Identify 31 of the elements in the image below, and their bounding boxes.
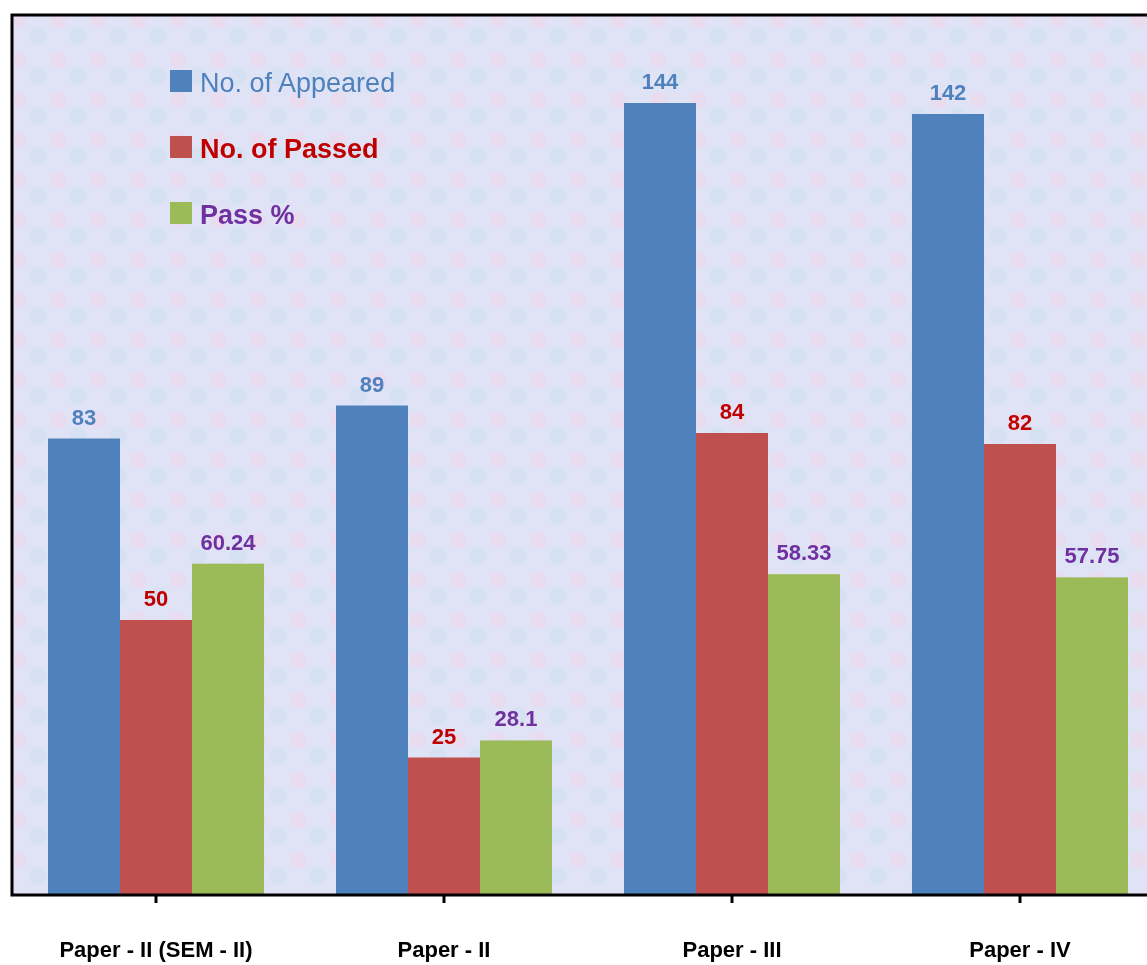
bar bbox=[696, 433, 768, 895]
data-label: 84 bbox=[719, 399, 745, 424]
bar bbox=[192, 563, 264, 895]
x-tick-label: Paper - II (SEM - II) bbox=[59, 937, 253, 962]
data-label: 82 bbox=[1007, 410, 1033, 435]
bar bbox=[1056, 577, 1128, 895]
bar bbox=[624, 103, 696, 895]
bar bbox=[480, 740, 552, 895]
bar bbox=[984, 444, 1056, 895]
data-label: 60.24 bbox=[200, 529, 257, 555]
x-tick-label: Paper - III bbox=[682, 937, 782, 962]
bar bbox=[768, 574, 840, 895]
bar bbox=[912, 114, 984, 895]
legend-label: No. of Passed bbox=[200, 134, 379, 164]
data-label: 50 bbox=[143, 586, 169, 611]
bar bbox=[336, 405, 408, 895]
bar bbox=[120, 620, 192, 895]
bar bbox=[408, 757, 480, 895]
bar bbox=[48, 438, 120, 895]
data-label: 144 bbox=[641, 69, 680, 94]
x-tick-label: Paper - II bbox=[397, 937, 491, 962]
data-label: 142 bbox=[929, 80, 967, 105]
data-label: 25 bbox=[431, 723, 457, 749]
data-label: 58.33 bbox=[776, 540, 832, 566]
data-label: 57.75 bbox=[1064, 543, 1120, 569]
x-tick-label: Paper - IV bbox=[969, 937, 1072, 962]
data-label: 83 bbox=[71, 404, 97, 430]
data-label: 89 bbox=[359, 371, 385, 397]
legend-label: Pass % bbox=[200, 200, 295, 230]
legend-label: No. of Appeared bbox=[200, 68, 396, 98]
data-label: 28.1 bbox=[494, 706, 538, 732]
